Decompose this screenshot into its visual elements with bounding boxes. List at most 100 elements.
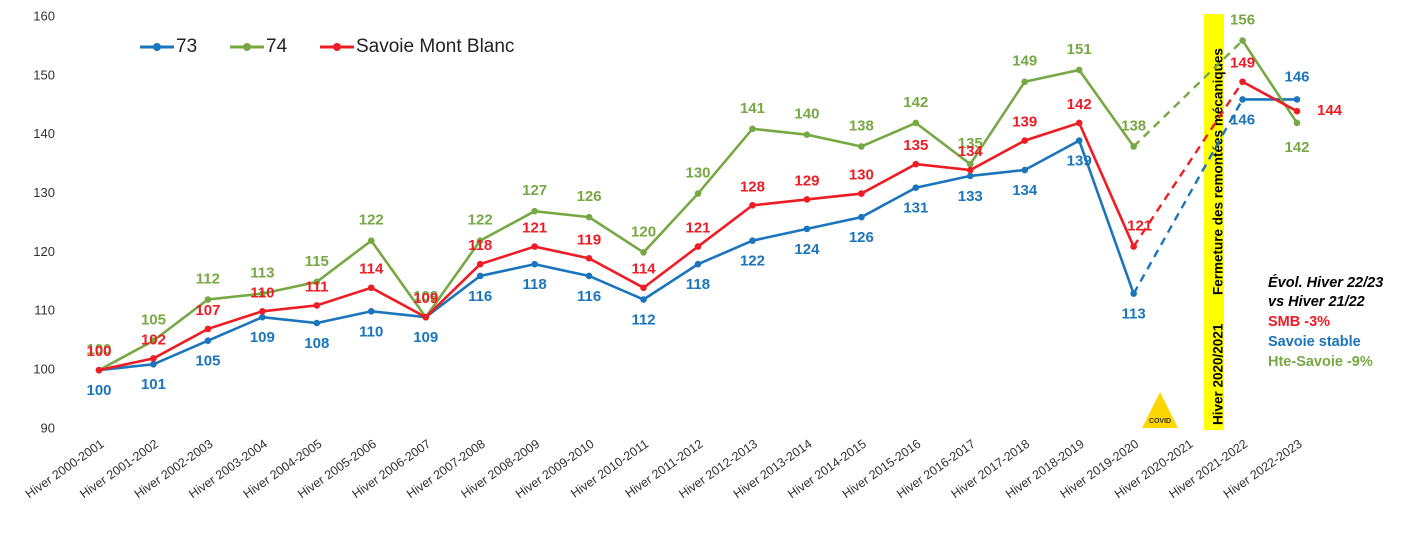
covid-label: COVID bbox=[1149, 418, 1171, 425]
data-label: 138 bbox=[1121, 117, 1146, 134]
data-label: 107 bbox=[195, 302, 220, 319]
data-label: 127 bbox=[522, 182, 547, 199]
data-label: 131 bbox=[903, 200, 928, 217]
data-label: 134 bbox=[1012, 182, 1038, 199]
point bbox=[367, 284, 375, 292]
y-tick-label: 90 bbox=[41, 420, 55, 435]
data-label: 156 bbox=[1230, 12, 1255, 29]
point bbox=[259, 290, 266, 297]
point bbox=[966, 172, 974, 180]
data-label: 108 bbox=[304, 335, 329, 352]
point bbox=[1021, 166, 1029, 174]
data-label: 113 bbox=[1122, 306, 1146, 323]
point bbox=[367, 307, 375, 315]
y-tick-label: 160 bbox=[33, 8, 55, 23]
point bbox=[313, 278, 321, 286]
data-label: 141 bbox=[740, 100, 765, 117]
y-tick-label: 110 bbox=[34, 303, 55, 318]
point bbox=[313, 319, 321, 327]
point bbox=[204, 325, 212, 333]
data-label: 140 bbox=[794, 106, 819, 123]
point bbox=[640, 284, 647, 292]
y-tick-label: 120 bbox=[33, 244, 55, 259]
data-label: 121 bbox=[685, 220, 710, 237]
data-label: 109 bbox=[413, 288, 438, 305]
point bbox=[259, 313, 266, 321]
data-label: 130 bbox=[849, 167, 874, 184]
point bbox=[585, 213, 593, 221]
point bbox=[422, 313, 430, 321]
data-label: 116 bbox=[577, 288, 601, 305]
point bbox=[640, 249, 647, 256]
point bbox=[1293, 119, 1301, 127]
point bbox=[1239, 78, 1246, 86]
legend-label: Savoie Mont Blanc bbox=[356, 36, 514, 57]
data-label: 112 bbox=[196, 270, 220, 287]
data-label: 146 bbox=[1284, 68, 1309, 85]
legend-label: 74 bbox=[266, 36, 288, 57]
data-label: 135 bbox=[958, 135, 983, 152]
gap-bridge bbox=[1132, 81, 1244, 248]
data-label: 111 bbox=[305, 278, 328, 295]
legend-label: 73 bbox=[176, 36, 197, 57]
point bbox=[749, 125, 756, 133]
y-tick-label: 140 bbox=[33, 126, 55, 141]
point bbox=[858, 213, 865, 221]
data-label: 122 bbox=[359, 212, 384, 229]
data-label: 105 bbox=[195, 353, 220, 370]
point bbox=[1021, 78, 1029, 86]
data-label: 122 bbox=[740, 253, 765, 270]
data-label: 151 bbox=[1067, 41, 1092, 58]
data-label: 142 bbox=[1067, 96, 1092, 113]
data-label: 112 bbox=[631, 311, 655, 328]
note-line: Hte-Savoie -9% bbox=[1268, 354, 1373, 370]
point bbox=[912, 119, 920, 127]
data-label: 128 bbox=[740, 178, 765, 195]
point bbox=[749, 202, 756, 209]
point bbox=[476, 260, 484, 268]
gap-bridge bbox=[1132, 98, 1244, 295]
point bbox=[1075, 137, 1083, 144]
point bbox=[476, 272, 484, 280]
point bbox=[1293, 107, 1301, 115]
note-title: Évol. Hiver 22/23 bbox=[1268, 274, 1383, 291]
point bbox=[1075, 119, 1083, 127]
point bbox=[858, 143, 865, 150]
data-label: 100 bbox=[86, 343, 111, 360]
data-label: 130 bbox=[685, 165, 710, 182]
data-label: 105 bbox=[141, 312, 166, 329]
data-label: 114 bbox=[359, 261, 384, 278]
data-label: 118 bbox=[686, 276, 710, 293]
legend-marker bbox=[333, 43, 341, 51]
point bbox=[95, 366, 103, 374]
series-line bbox=[98, 80, 1298, 372]
data-label: 126 bbox=[577, 188, 602, 205]
point bbox=[1239, 37, 1246, 44]
data-label: 109 bbox=[413, 290, 438, 307]
data-label: 110 bbox=[359, 323, 383, 340]
data-label: 119 bbox=[577, 231, 601, 248]
data-label: 135 bbox=[903, 137, 928, 154]
point bbox=[912, 184, 920, 191]
data-label: 133 bbox=[958, 188, 983, 205]
data-label: 124 bbox=[794, 241, 820, 258]
data-label: 139 bbox=[1067, 153, 1092, 170]
point bbox=[1293, 96, 1301, 103]
data-label: 121 bbox=[1127, 218, 1152, 235]
series-line bbox=[98, 98, 1297, 372]
point bbox=[694, 260, 702, 268]
point bbox=[204, 296, 212, 303]
point bbox=[803, 131, 811, 139]
data-label: 126 bbox=[849, 229, 874, 246]
point bbox=[259, 307, 266, 315]
data-label: 102 bbox=[141, 331, 166, 348]
point bbox=[585, 255, 593, 262]
point bbox=[150, 355, 157, 362]
note-title: vs Hiver 21/22 bbox=[1268, 294, 1365, 310]
point bbox=[367, 237, 375, 244]
point bbox=[1239, 96, 1246, 103]
data-label: 110 bbox=[250, 284, 274, 301]
point bbox=[1021, 137, 1029, 144]
point bbox=[150, 360, 157, 368]
point bbox=[531, 207, 538, 215]
